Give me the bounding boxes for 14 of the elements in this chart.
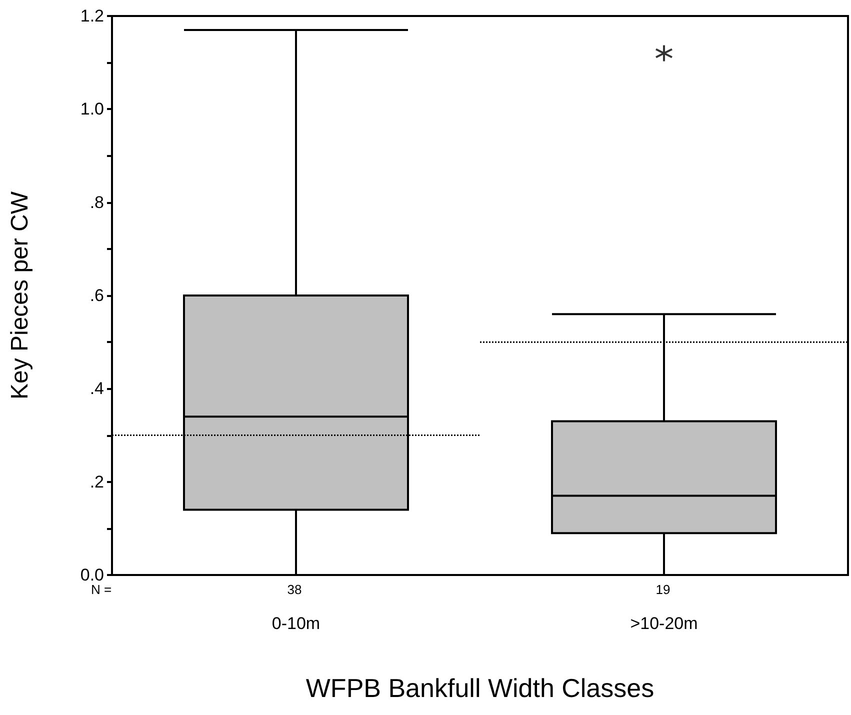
y-tick-label: .8 [90,192,104,212]
y-axis-title: Key Pieces per CW [6,191,34,400]
y-tick-label: 1.0 [80,100,104,119]
x-tick-label: >10-20m [630,614,698,633]
text: N = [91,582,112,597]
y-tick-label: 0.0 [80,566,104,584]
y-tick-label: .4 [90,379,104,398]
x-axis-title: WFPB Bankfull Width Classes [306,673,654,703]
x-tick-label: 0-10m [272,614,320,633]
y-tick-label: .2 [90,472,104,492]
text: 38 [287,582,302,597]
y-tick-label: 1.2 [80,6,104,26]
y-tick-label: .6 [90,286,104,305]
text: 19 [656,582,670,597]
